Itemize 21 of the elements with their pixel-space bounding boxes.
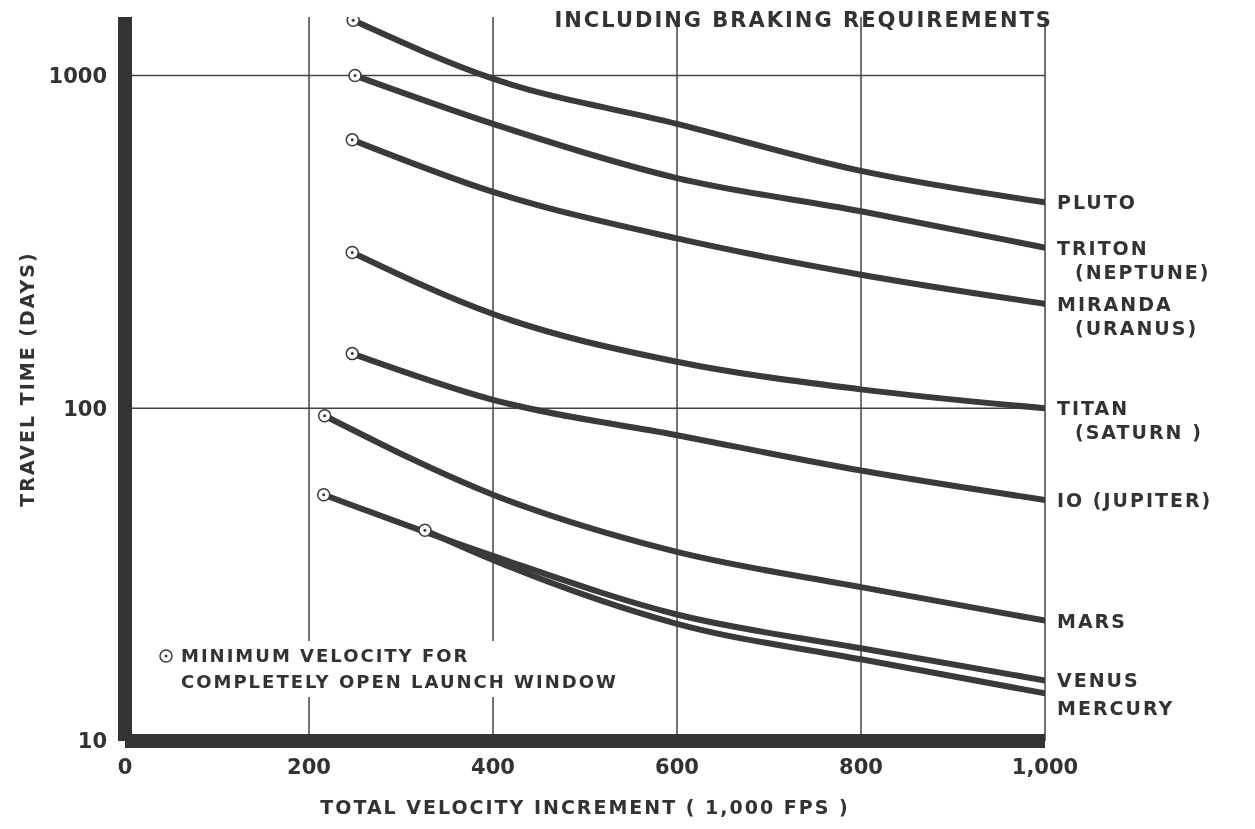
series-label: MARS: [1057, 609, 1127, 632]
y-tick-label: 10: [77, 729, 107, 754]
y-tick-label: 100: [63, 396, 107, 421]
series-label: MERCURY: [1057, 697, 1175, 720]
series-label: TRITON (NEPTUNE): [1057, 236, 1211, 283]
series-label: VENUS: [1057, 669, 1140, 692]
x-tick-label: 0: [117, 754, 133, 779]
series-label: IO (JUPITER): [1057, 489, 1213, 512]
legend-label: MINIMUM VELOCITY FOR COMPLETELY OPEN LAUNCH WINDOW: [181, 644, 618, 694]
y-tick-label: 1000: [48, 64, 107, 89]
x-tick-label: 800: [839, 754, 883, 779]
chart-title: INCLUDING BRAKING REQUIREMENTS: [554, 8, 1053, 32]
x-tick-label: 400: [471, 754, 515, 779]
series-label: PLUTO: [1057, 191, 1137, 214]
x-tick-label: 1,000: [1011, 754, 1079, 779]
series-label: TITAN (SATURN ): [1057, 397, 1203, 444]
series-label: MIRANDA (URANUS): [1057, 292, 1199, 339]
y-axis-title: TRAVEL TIME (DAYS): [15, 251, 38, 507]
x-tick-label: 200: [287, 754, 331, 779]
x-tick-label: 600: [655, 754, 699, 779]
x-axis-title: TOTAL VELOCITY INCREMENT ( 1,000 FPS ): [320, 796, 850, 818]
